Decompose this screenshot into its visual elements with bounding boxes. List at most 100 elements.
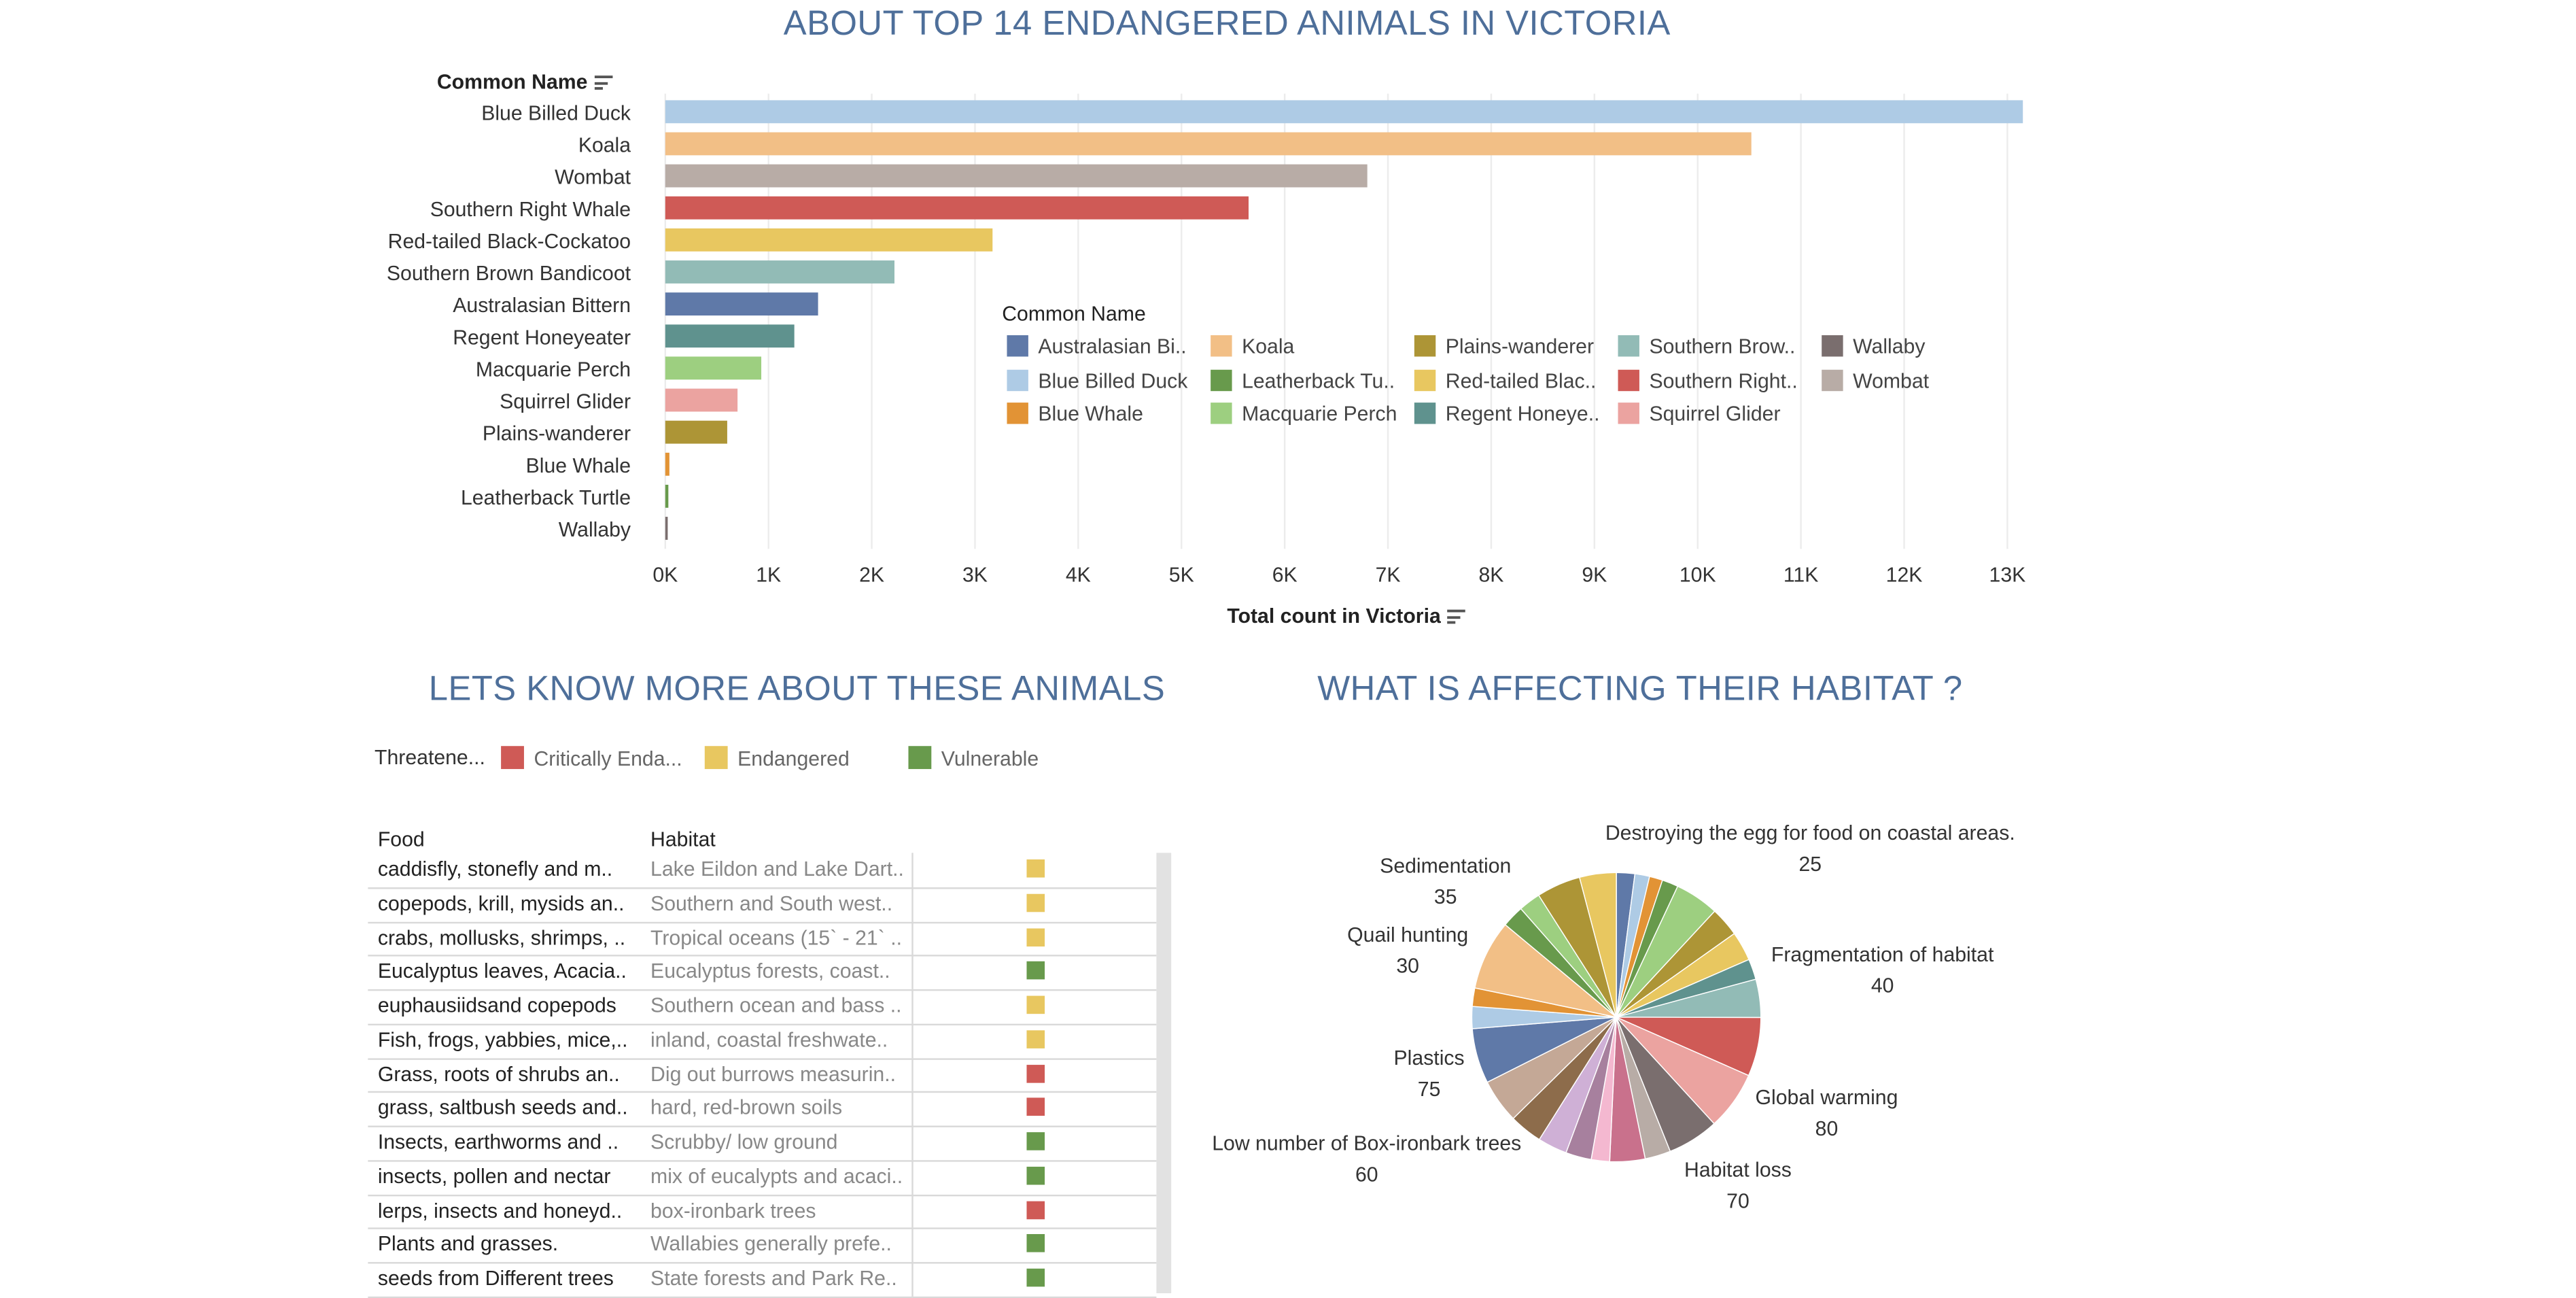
bar-southern-brown-bandicoot[interactable] [665, 260, 894, 284]
pie-label-name: Sedimentation [1380, 854, 1512, 878]
category-label-southern-brown-bandicoot: Southern Brown Bandicoot [387, 262, 631, 285]
status-marker[interactable] [1026, 995, 1045, 1014]
table-row[interactable]: insects, pollen and nectar mix of eucalyp… [368, 1159, 1157, 1196]
status-marker[interactable] [1026, 859, 1045, 878]
status-marker[interactable] [1026, 927, 1045, 946]
category-label-southern-right-whale: Southern Right Whale [430, 199, 631, 221]
legend-label: Plains-wanderer [1445, 335, 1595, 358]
pie-label-name: Habitat loss [1684, 1158, 1792, 1182]
legend-item-australasian-bittern[interactable]: Australasian Bi.. [1007, 335, 1187, 358]
bar-southern-right-whale[interactable] [665, 196, 1249, 220]
status-marker[interactable] [1026, 1098, 1045, 1116]
legend-item-macquarie-perch[interactable]: Macquarie Perch [1211, 403, 1397, 426]
status-marker[interactable] [1026, 961, 1045, 980]
food-column-header[interactable]: Food [377, 828, 425, 851]
status-legend-item-vulnerable[interactable]: Vulnerable [908, 746, 1039, 770]
legend-swatch [1414, 403, 1436, 424]
pie-label-value: 75 [1417, 1078, 1441, 1101]
food-cell: seeds from Different trees [377, 1267, 614, 1291]
row-header-label: Common Name [436, 70, 588, 94]
pie-label-name: Global warming [1755, 1086, 1898, 1110]
bar-blue-whale[interactable] [665, 452, 669, 476]
status-marker[interactable] [1026, 1166, 1045, 1184]
status-legend-title: Threatene... [375, 746, 485, 770]
pie-slice[interactable] [1578, 872, 1617, 1018]
bar-koala[interactable] [665, 132, 1752, 156]
legend-item-plains-wanderer[interactable]: Plains-wanderer [1414, 335, 1594, 358]
category-label-squirrel-glider: Squirrel Glider [500, 391, 631, 413]
column-divider [911, 1091, 913, 1126]
bar-plains-wanderer[interactable] [665, 420, 727, 444]
sort-icon[interactable] [594, 75, 612, 91]
table-row[interactable]: euphausiidsand copepods Southern ocean an… [368, 989, 1157, 1025]
legend-item-wallaby[interactable]: Wallaby [1822, 335, 1925, 358]
food-cell: insects, pollen and nectar [377, 1164, 611, 1188]
food-cell: euphausiidsand copepods [377, 994, 616, 1017]
legend-item-leatherback-turtle[interactable]: Leatherback Tu.. [1211, 369, 1395, 392]
legend-item-regent-honeyeater[interactable]: Regent Honeye.. [1414, 403, 1600, 426]
legend-item-blue-whale[interactable]: Blue Whale [1007, 403, 1143, 426]
table-row[interactable]: Eucalyptus leaves, Acacia.. Eucalyptus fo… [368, 955, 1157, 991]
bar-australasian-bittern[interactable] [665, 292, 818, 316]
table-row[interactable]: Grass, roots of shrubs an.. Dig out burro… [368, 1057, 1157, 1093]
food-cell: Fish, frogs, yabbies, mice,.. [377, 1028, 628, 1052]
table-row[interactable]: lerps, insects and honeyd.. box-ironbark … [368, 1193, 1157, 1230]
bar-wallaby[interactable] [665, 517, 668, 540]
table-row[interactable]: caddisfly, stonefly and m.. Lake Eildon a… [368, 853, 1157, 889]
column-divider [911, 1227, 913, 1263]
legend-swatch [1007, 403, 1028, 424]
category-label-red-tailed-black-cockatoo: Red-tailed Black-Cockatoo [388, 230, 631, 253]
table-row[interactable]: Plants and grasses. Wallabies generally p… [368, 1227, 1157, 1264]
legend-item-koala[interactable]: Koala [1211, 335, 1294, 358]
habitat-cell: inland, coastal freshwate.. [650, 1028, 888, 1052]
legend-item-squirrel-glider[interactable]: Squirrel Glider [1618, 403, 1781, 426]
status-legend-item-critically-endangered[interactable]: Critically Enda... [501, 746, 682, 770]
status-legend-item-endangered[interactable]: Endangered [704, 746, 850, 770]
category-label-blue-billed-duck: Blue Billed Duck [481, 102, 631, 124]
habitat-column-header[interactable]: Habitat [650, 828, 716, 851]
bar-blue-billed-duck[interactable] [665, 100, 2023, 124]
legend-item-blue-billed-duck[interactable]: Blue Billed Duck [1007, 369, 1187, 392]
row-header[interactable]: Common Name [437, 71, 612, 94]
pie-slice[interactable] [1474, 923, 1617, 1018]
table-row[interactable]: crabs, mollusks, shrimps, .. Tropical oce… [368, 921, 1157, 957]
status-marker[interactable] [1026, 1234, 1045, 1253]
legend-swatch [1211, 335, 1232, 357]
table-row[interactable]: copepods, krill, mysids an.. Southern and… [368, 887, 1157, 923]
table-row[interactable]: seeds from Different trees State forests … [368, 1262, 1157, 1298]
status-marker[interactable] [1026, 1268, 1045, 1287]
x-tick-label: 5K [1169, 564, 1194, 587]
table-row[interactable]: Fish, frogs, yabbies, mice,.. inland, coa… [368, 1023, 1157, 1059]
x-axis-title[interactable]: Total count in Victoria [1227, 604, 1466, 628]
category-label-wombat: Wombat [555, 167, 631, 189]
legend-item-southern-brown-bandicoot[interactable]: Southern Brow.. [1618, 335, 1795, 358]
food-cell: Eucalyptus leaves, Acacia.. [377, 959, 627, 983]
sort-icon[interactable] [1447, 610, 1466, 625]
legend-item-wombat[interactable]: Wombat [1822, 369, 1929, 392]
x-tick-label: 9K [1582, 564, 1607, 587]
habitat-cell: Tropical oceans (15` - 21` .. [650, 925, 902, 949]
bar-leatherback-turtle[interactable] [665, 484, 669, 508]
legend-label: Australasian Bi.. [1038, 335, 1187, 358]
legend-item-southern-right-whale[interactable]: Southern Right.. [1618, 369, 1798, 392]
pie-label-destroying-the-egg-for-food-on-coastal-a: Destroying the egg for food on coastal a… [1605, 819, 2015, 881]
legend-item-red-tailed-black-cockatoo[interactable]: Red-tailed Blac.. [1414, 369, 1596, 392]
category-label-blue-whale: Blue Whale [526, 455, 631, 477]
legend-label: Regent Honeye.. [1445, 403, 1600, 426]
bar-regent-honeyeater[interactable] [665, 324, 795, 348]
bar-squirrel-glider[interactable] [665, 388, 738, 412]
status-marker[interactable] [1026, 1132, 1045, 1150]
legend-swatch [1618, 403, 1639, 424]
bar-macquarie-perch[interactable] [665, 356, 762, 380]
table-row[interactable]: grass, saltbush seeds and.. hard, red-bro… [368, 1091, 1157, 1127]
bar-chart-title: ABOUT TOP 14 ENDANGERED ANIMALS IN VICTO… [783, 5, 1671, 43]
table-scrollbar[interactable] [1156, 853, 1172, 1293]
status-marker[interactable] [1026, 893, 1045, 912]
table-row[interactable]: Insects, earthworms and .. Scrubby/ low g… [368, 1125, 1157, 1162]
pie-label-value: 60 [1355, 1163, 1378, 1186]
bar-red-tailed-black-cockatoo[interactable] [665, 228, 993, 252]
status-marker[interactable] [1026, 1063, 1045, 1082]
status-marker[interactable] [1026, 1029, 1045, 1048]
status-marker[interactable] [1026, 1200, 1045, 1219]
bar-wombat[interactable] [665, 164, 1368, 188]
